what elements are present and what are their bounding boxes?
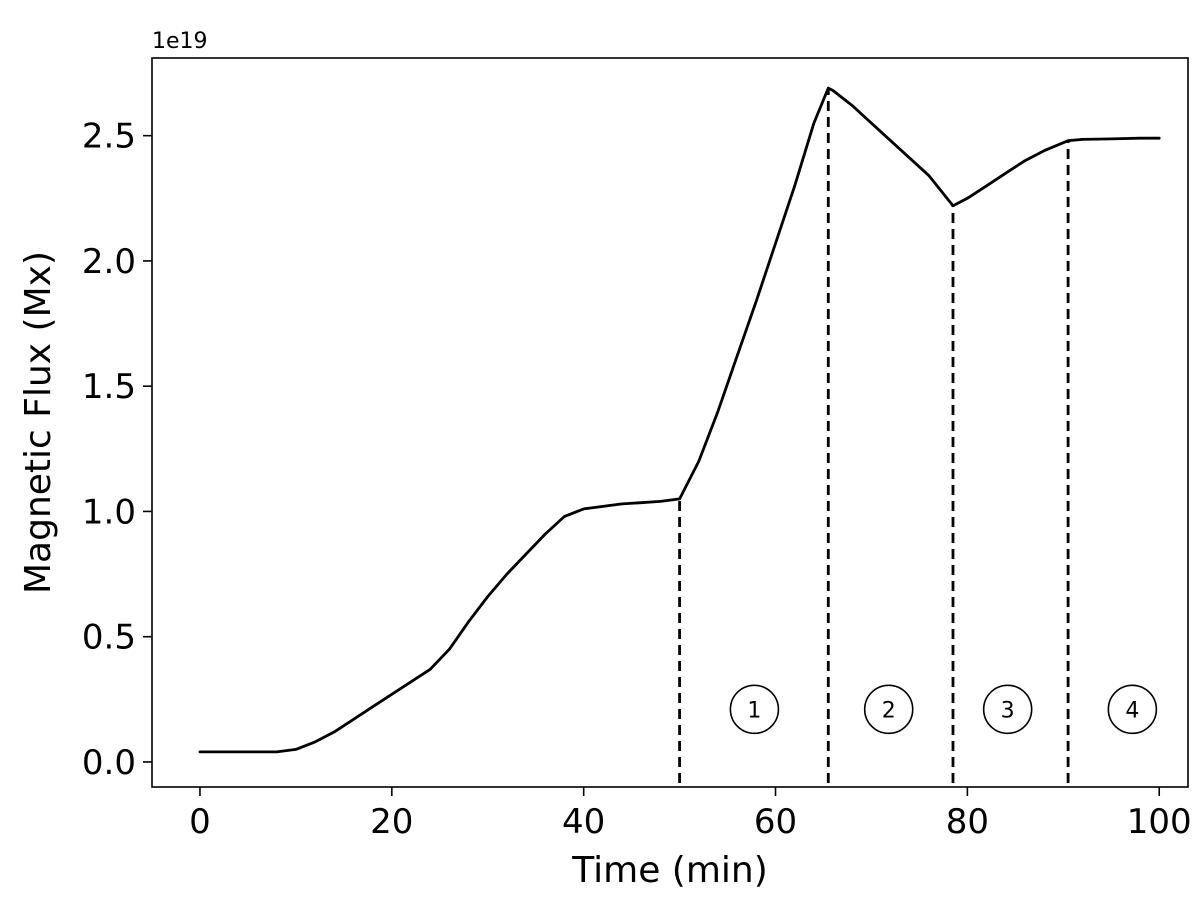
phase-label-3: 3 [982, 684, 1033, 735]
phase-circle-2 [863, 684, 914, 735]
plot-marks: 1 2 3 4 [198, 86, 1161, 783]
phase-label-2: 2 [863, 684, 914, 735]
phase-number-2: 2 [882, 698, 896, 723]
plot-frame [151, 57, 1189, 788]
phase-label-1: 1 [729, 684, 780, 735]
phase-label-4: 4 [1107, 684, 1158, 735]
x-axis-ticks: 0 20 40 60 80 100 [189, 787, 1192, 842]
y-tick-label: 0.0 [82, 743, 136, 783]
y-axis-offset-label: 1e19 [152, 29, 208, 54]
phase-circle-4 [1107, 684, 1158, 735]
y-tick-label: 1.5 [82, 367, 136, 407]
x-tick-label: 0 [189, 802, 211, 842]
phase-number-1: 1 [747, 698, 761, 723]
phase-circle-1 [729, 684, 780, 735]
y-tick-label: 1.0 [82, 492, 136, 532]
series-line-0 [198, 86, 1161, 754]
y-axis-title: Magnetic Flux (Mx) [18, 251, 59, 594]
x-tick-label: 20 [370, 802, 413, 842]
y-axis-ticks: 0.0 0.5 1.0 1.5 2.0 2.5 [82, 117, 152, 783]
x-tick-label: 100 [1127, 802, 1192, 842]
x-tick-label: 60 [754, 802, 797, 842]
x-tick-label: 80 [946, 802, 989, 842]
phase-number-4: 4 [1125, 698, 1139, 723]
y-tick-label: 2.0 [82, 242, 136, 282]
x-axis-title: Time (min) [571, 850, 768, 891]
y-tick-label: 2.5 [82, 117, 136, 157]
phase-circle-3 [982, 684, 1033, 735]
x-tick-label: 40 [562, 802, 605, 842]
phase-number-3: 3 [1001, 698, 1015, 723]
y-tick-label: 0.5 [82, 618, 136, 658]
